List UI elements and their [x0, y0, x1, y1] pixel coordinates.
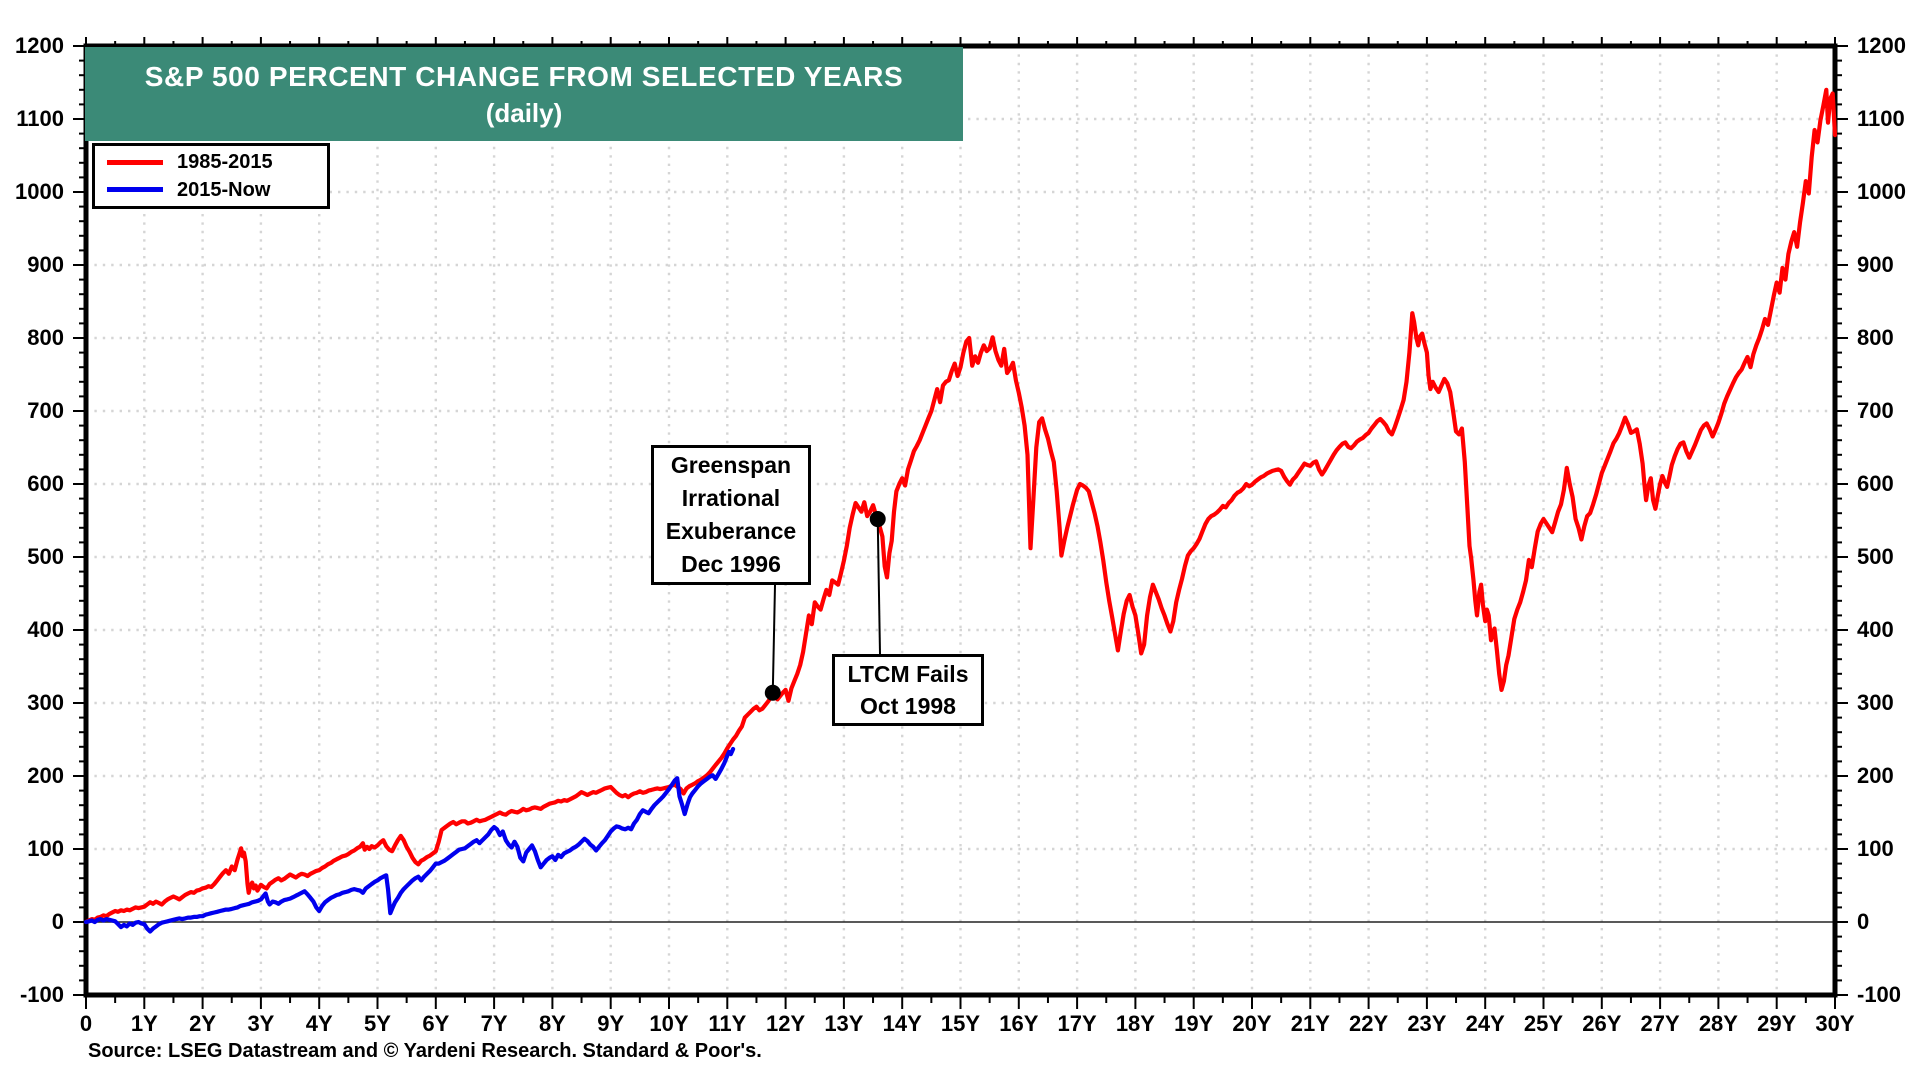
y-axis-label-right: 400	[1857, 617, 1894, 642]
x-axis-label: 7Y	[481, 1011, 508, 1036]
x-axis-label: 17Y	[1058, 1011, 1097, 1036]
annotation-line: LTCM Fails	[847, 661, 969, 687]
source-credit: Source: LSEG Datastream and © Yardeni Re…	[88, 1040, 762, 1062]
x-axis-label: 1Y	[131, 1011, 158, 1036]
y-axis-label-left: 1200	[15, 33, 64, 58]
x-axis-label: 24Y	[1466, 1011, 1505, 1036]
annotation-callout-line	[876, 519, 881, 655]
y-axis-label-right: 700	[1857, 398, 1894, 423]
x-axis-label: 6Y	[422, 1011, 449, 1036]
chart-subtitle: (daily)	[485, 98, 563, 128]
annotation-point-dot	[869, 511, 886, 528]
x-axis-label: 30Y	[1815, 1011, 1854, 1036]
y-axis-label-right: 100	[1857, 836, 1894, 861]
y-axis-label-left: 200	[27, 763, 64, 788]
x-axis-label: 16Y	[999, 1011, 1038, 1036]
annotation-line: Exuberance	[665, 518, 797, 544]
x-axis-label: 3Y	[247, 1011, 274, 1036]
annotation-line: Dec 1996	[681, 551, 781, 577]
x-axis-label: 5Y	[364, 1011, 391, 1036]
y-axis-label-left: 500	[27, 544, 64, 569]
x-axis-label: 18Y	[1116, 1011, 1155, 1036]
annotation-point-dot	[764, 684, 781, 701]
plot-border	[83, 43, 1838, 998]
y-axis-label-left: 900	[27, 252, 64, 277]
annotation-line: Oct 1998	[860, 693, 956, 719]
legend-item-1985-2015: 1985-2015	[95, 151, 327, 173]
x-axis-label: 13Y	[824, 1011, 863, 1036]
legend-item-2015-now: 2015-Now	[95, 179, 327, 201]
chart-legend: 1985-2015 2015-Now	[92, 143, 330, 209]
x-axis-label: 22Y	[1349, 1011, 1388, 1036]
y-axis-label-left: -100	[20, 982, 64, 1007]
x-axis-label: 14Y	[883, 1011, 922, 1036]
x-axis-label: 12Y	[766, 1011, 805, 1036]
annotation-ltcm: LTCM Fails Oct 1998	[832, 654, 984, 726]
annotation-line: Irrational	[681, 485, 781, 511]
y-axis-label-left: 1100	[16, 106, 64, 131]
x-axis-label: 23Y	[1407, 1011, 1446, 1036]
y-axis-label-right: 200	[1857, 763, 1894, 788]
chart-title: S&P 500 PERCENT CHANGE FROM SELECTED YEA…	[144, 61, 904, 92]
x-axis-label: 29Y	[1757, 1011, 1796, 1036]
y-axis-label-left: 100	[27, 836, 64, 861]
x-axis-label: 8Y	[539, 1011, 566, 1036]
y-axis-label-left: 400	[27, 617, 64, 642]
y-axis-label-right: 1000	[1857, 179, 1906, 204]
annotation-line: Greenspan	[670, 452, 792, 478]
x-axis-label: 27Y	[1641, 1011, 1680, 1036]
y-axis-label-left: 1000	[15, 179, 64, 204]
annotation-callout-line	[771, 584, 776, 693]
y-axis-label-left: 300	[27, 690, 64, 715]
y-axis-label-right: 500	[1857, 544, 1894, 569]
y-axis-label-right: 1200	[1857, 33, 1906, 58]
x-axis-label: 21Y	[1291, 1011, 1330, 1036]
x-axis-label: 25Y	[1524, 1011, 1563, 1036]
y-axis-label-right: 1100	[1857, 106, 1905, 131]
x-axis-label: 0	[80, 1011, 92, 1036]
blue-line-swatch-icon	[107, 187, 163, 193]
y-axis-label-right: 600	[1857, 471, 1894, 496]
x-axis-label: 28Y	[1699, 1011, 1738, 1036]
legend-label: 1985-2015	[177, 151, 273, 174]
y-axis-label-right: -100	[1857, 982, 1901, 1007]
y-axis-label-right: 300	[1857, 690, 1894, 715]
series-line-2015-now	[83, 746, 736, 934]
x-axis-label: 20Y	[1232, 1011, 1271, 1036]
legend-label: 2015-Now	[177, 178, 271, 201]
y-axis-label-left: 700	[27, 398, 64, 423]
chart-title-banner: S&P 500 PERCENT CHANGE FROM SELECTED YEA…	[85, 47, 963, 141]
red-line-swatch-icon	[107, 159, 163, 165]
x-axis-label: 15Y	[941, 1011, 980, 1036]
x-axis-label: 26Y	[1582, 1011, 1621, 1036]
y-axis-label-left: 600	[27, 471, 64, 496]
y-axis-label-right: 800	[1857, 325, 1894, 350]
annotation-greenspan: Greenspan Irrational Exuberance Dec 1996	[651, 445, 811, 585]
x-axis-label: 9Y	[597, 1011, 624, 1036]
x-axis-label: 11Y	[708, 1011, 746, 1036]
x-axis-label: 4Y	[306, 1011, 333, 1036]
y-axis-label-right: 900	[1857, 252, 1894, 277]
y-axis-label-left: 800	[27, 325, 64, 350]
x-axis-label: 19Y	[1174, 1011, 1213, 1036]
y-axis-label-right: 0	[1857, 909, 1869, 934]
x-axis-label: 2Y	[189, 1011, 216, 1036]
series-line-1985-2015	[83, 87, 1838, 925]
x-axis-label: 10Y	[649, 1011, 688, 1036]
y-axis-label-left: 0	[52, 909, 64, 934]
